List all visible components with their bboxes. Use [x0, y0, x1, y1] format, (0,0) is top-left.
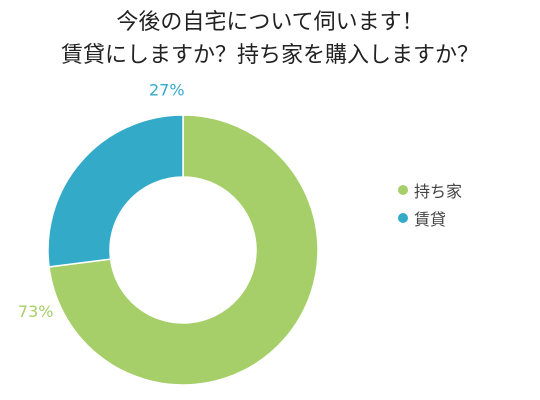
legend-label-owned-home: 持ち家 [414, 182, 463, 201]
data-label-rental: 27% [149, 80, 185, 99]
title-line-2: 賃貸にしますか？持ち家を購入しますか？ [60, 43, 479, 68]
legend-swatch-rental [398, 213, 408, 223]
chart-title: 今後の自宅について伺います！ 賃貸にしますか？持ち家を購入しますか？ [0, 6, 540, 72]
legend-label-rental: 賃貸 [414, 210, 447, 229]
slice-owned-home [48, 114, 319, 386]
legend: 持ち家 賃貸 [398, 176, 462, 232]
legend-swatch-owned-home [398, 185, 408, 195]
data-label-owned-home: 73% [18, 302, 54, 321]
title-line-1: 今後の自宅について伺います！ [116, 10, 424, 35]
legend-item-rental: 賃貸 [398, 204, 462, 232]
legend-item-owned-home: 持ち家 [398, 176, 462, 204]
slice-rental [47, 114, 184, 268]
